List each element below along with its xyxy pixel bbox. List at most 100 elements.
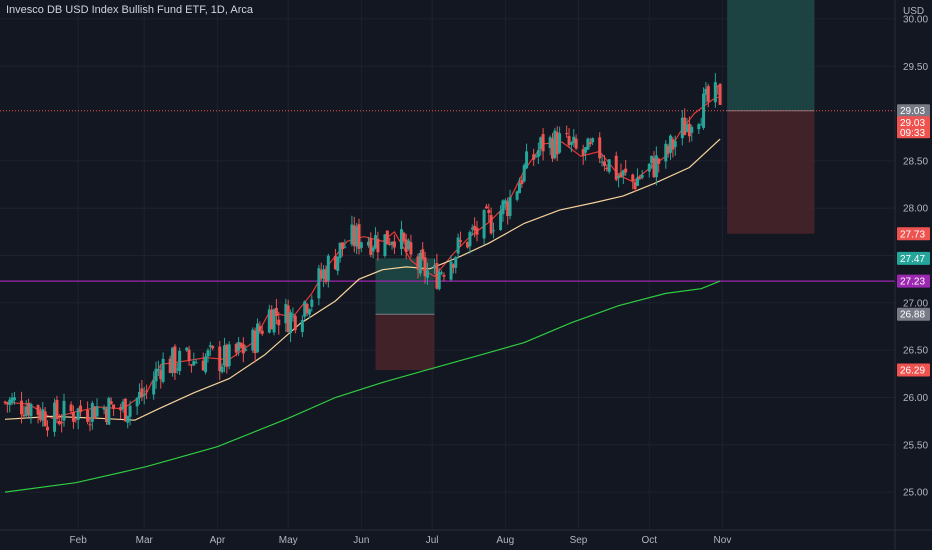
- candle-body: [470, 227, 474, 230]
- candle-body: [291, 313, 295, 315]
- candle-body: [683, 117, 687, 136]
- candle-body: [8, 399, 12, 405]
- candle-body: [128, 405, 132, 417]
- candle-body: [624, 168, 628, 173]
- candle-body: [388, 243, 392, 245]
- candle-body: [669, 135, 673, 153]
- candle-body: [588, 142, 592, 145]
- candle-body: [305, 304, 309, 314]
- candle-body: [55, 400, 59, 420]
- price-tag-label: 29.03: [900, 106, 925, 117]
- y-tick-label: 25.00: [903, 488, 928, 499]
- candle-body: [520, 179, 524, 185]
- candle-body: [355, 226, 359, 247]
- candle-body: [602, 161, 606, 166]
- x-tick-label: Jul: [426, 535, 439, 546]
- candle-body: [423, 257, 427, 277]
- candle-body: [650, 155, 654, 164]
- candle-body: [220, 366, 224, 373]
- candle-body: [699, 124, 703, 126]
- candle-body: [409, 242, 413, 255]
- candle-body: [392, 241, 396, 248]
- candle-body: [251, 329, 255, 351]
- candle-body: [466, 242, 470, 248]
- candle-body: [69, 404, 73, 412]
- candle-body: [534, 156, 538, 158]
- candle-body: [390, 241, 394, 245]
- price-tag-label: 27.73: [900, 229, 925, 240]
- candle-body: [322, 269, 326, 279]
- candle-body: [156, 369, 160, 371]
- candle-body: [551, 138, 555, 159]
- candle-body: [161, 358, 165, 382]
- candle-body: [416, 256, 420, 270]
- candle-body: [43, 411, 47, 427]
- candle-body: [154, 368, 158, 382]
- candle-body: [340, 242, 344, 250]
- candle-body: [20, 400, 24, 415]
- candle-body: [449, 261, 453, 280]
- y-tick-label: 25.50: [903, 440, 928, 451]
- candle-body: [633, 182, 637, 189]
- candle-body: [501, 200, 505, 215]
- candle-body: [484, 206, 488, 209]
- price-tag-bg: [897, 227, 930, 241]
- position-loss-zone-1: [727, 110, 815, 234]
- candle-body: [640, 174, 644, 178]
- x-tick-label: Jun: [353, 535, 369, 546]
- candle-body: [647, 163, 651, 172]
- position-profit-zone-1: [727, 0, 815, 111]
- price-tag-bg: [897, 307, 930, 321]
- price-tag-bg: [897, 251, 930, 265]
- candle-body: [27, 402, 31, 416]
- candle-body: [211, 345, 215, 349]
- candle-body: [267, 309, 271, 333]
- candle-body: [685, 124, 689, 132]
- candle-body: [536, 150, 540, 157]
- candle-body: [407, 240, 411, 250]
- price-tag-bg: [897, 363, 930, 377]
- candle-body: [121, 401, 125, 410]
- candle-body: [260, 330, 264, 334]
- candle-body: [716, 85, 720, 87]
- candle-body: [300, 319, 304, 333]
- candle-body: [713, 82, 717, 103]
- candle-body: [357, 224, 361, 249]
- candle-body: [435, 263, 439, 289]
- price-tag-bg: [897, 116, 930, 139]
- candle-body: [421, 249, 425, 259]
- candle-body: [532, 154, 536, 160]
- candle-body: [326, 255, 330, 281]
- candle-body: [558, 133, 562, 153]
- candle-body: [489, 215, 493, 234]
- y-tick-label: 28.50: [903, 156, 928, 167]
- moving-average-line-2: [4, 280, 721, 493]
- candle-body: [187, 349, 191, 361]
- candle-body: [90, 403, 94, 422]
- candle-body: [567, 136, 571, 146]
- candle-body: [437, 271, 441, 290]
- moving-average-line-1: [4, 138, 721, 421]
- candle-body: [454, 256, 458, 268]
- candle-body: [517, 183, 521, 194]
- candle-body: [338, 242, 342, 258]
- candle-body: [272, 309, 276, 333]
- candle-body: [140, 388, 144, 398]
- candle-body: [319, 270, 323, 279]
- candle-body: [591, 138, 595, 143]
- candle-body: [244, 349, 248, 351]
- candle-body: [702, 93, 706, 128]
- x-tick-label: Nov: [714, 535, 732, 546]
- currency-label: USD: [903, 6, 924, 17]
- candle-body: [359, 242, 363, 248]
- candle-body: [41, 409, 45, 421]
- candle-body: [192, 361, 196, 366]
- price-tag-label: 27.23: [900, 277, 925, 288]
- candle-body: [289, 312, 293, 334]
- candle-body: [458, 240, 462, 242]
- position-loss-zone-0: [375, 314, 435, 371]
- candle-body: [617, 175, 621, 178]
- candle-body: [399, 229, 403, 249]
